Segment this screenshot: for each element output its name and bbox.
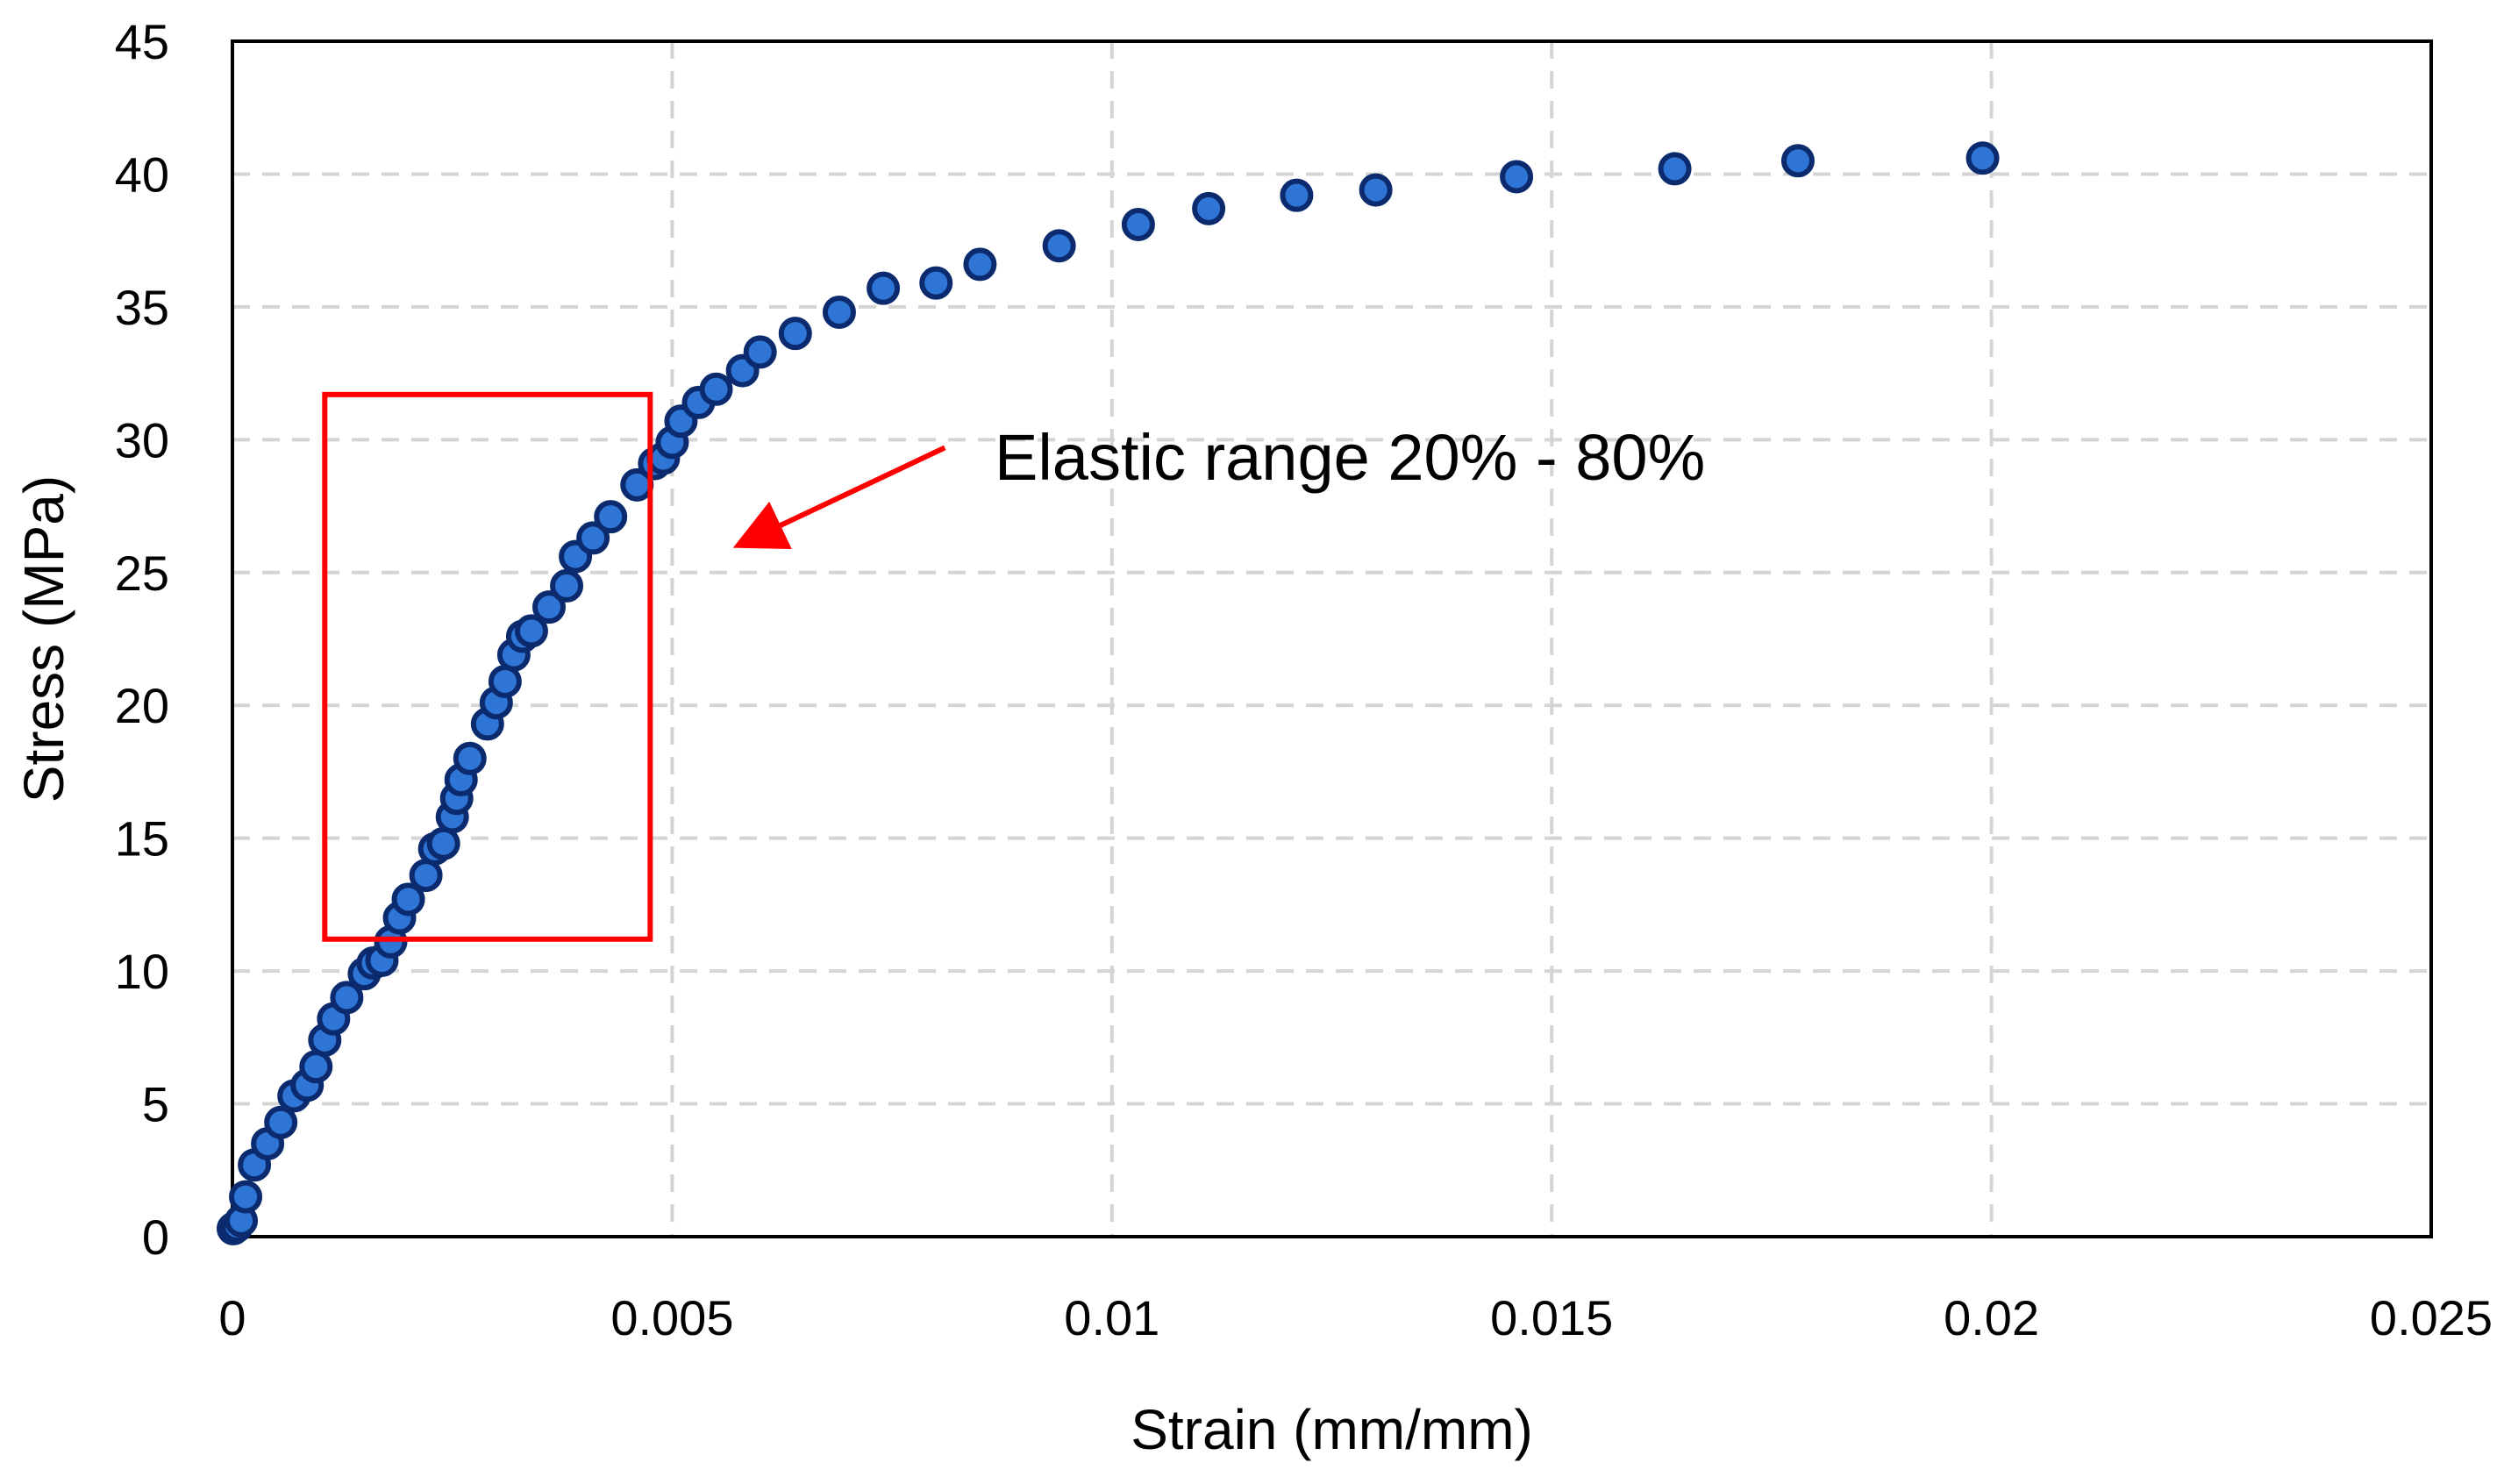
- data-point: [229, 1180, 263, 1214]
- data-point: [330, 981, 364, 1015]
- data-point: [1359, 173, 1393, 207]
- data-point: [1121, 207, 1155, 241]
- data-point: [963, 247, 997, 282]
- data-point: [1192, 191, 1226, 225]
- y-tick-label: 0: [142, 1209, 169, 1265]
- x-tick-label: 0.01: [1064, 1290, 1159, 1345]
- data-point: [514, 614, 548, 648]
- elastic-range-box: [322, 391, 653, 942]
- data-point: [426, 826, 460, 860]
- data-point: [1780, 144, 1815, 178]
- data-point: [409, 859, 443, 893]
- y-axis-title: Stress (MPa): [12, 475, 75, 803]
- y-tick-label: 45: [115, 14, 169, 69]
- y-tick-label: 30: [115, 412, 169, 467]
- annotation-arrow: [732, 445, 946, 550]
- x-tick-label: 0.025: [2370, 1290, 2493, 1345]
- x-axis-title: Strain (mm/mm): [1131, 1398, 1533, 1461]
- y-tick-label: 40: [115, 146, 169, 202]
- y-tick-label: 10: [115, 944, 169, 999]
- data-point: [453, 741, 487, 775]
- x-axis-ticks: 0 0.005 0.01 0.015 0.02 0.025: [218, 1290, 2493, 1345]
- y-tick-label: 15: [115, 811, 169, 867]
- x-tick-label: 0.02: [1944, 1290, 2039, 1345]
- data-point: [1500, 160, 1534, 194]
- data-point: [1280, 178, 1314, 212]
- data-point: [299, 1050, 333, 1084]
- data-point: [822, 295, 856, 329]
- y-tick-label: 20: [115, 678, 169, 733]
- annotation-label: Elastic range 20% - 80%: [995, 421, 1705, 494]
- data-point: [532, 590, 567, 624]
- y-axis-ticks: 0 5 10 15 20 25 30 35 40 45: [115, 14, 169, 1265]
- y-tick-label: 25: [115, 546, 169, 601]
- data-point: [1042, 229, 1076, 263]
- y-tick-label: 35: [115, 280, 169, 335]
- data-point: [576, 521, 610, 555]
- data-point: [699, 372, 733, 406]
- data-point: [264, 1105, 298, 1139]
- data-point: [594, 500, 628, 534]
- data-point: [743, 335, 777, 369]
- x-tick-label: 0.005: [610, 1290, 733, 1345]
- grid: [232, 41, 2431, 1237]
- data-point: [919, 266, 953, 300]
- x-tick-label: 0.015: [1490, 1290, 1613, 1345]
- y-tick-label: 5: [142, 1077, 169, 1132]
- data-point: [867, 271, 901, 305]
- data-point: [1965, 141, 2000, 175]
- data-point: [488, 664, 522, 698]
- data-point: [550, 568, 584, 603]
- plot-area-frame: [231, 39, 2433, 1238]
- data-series: [217, 141, 2000, 1245]
- data-point: [1658, 152, 1692, 186]
- data-point: [391, 882, 425, 917]
- data-point: [778, 317, 812, 351]
- x-tick-label: 0: [218, 1290, 246, 1345]
